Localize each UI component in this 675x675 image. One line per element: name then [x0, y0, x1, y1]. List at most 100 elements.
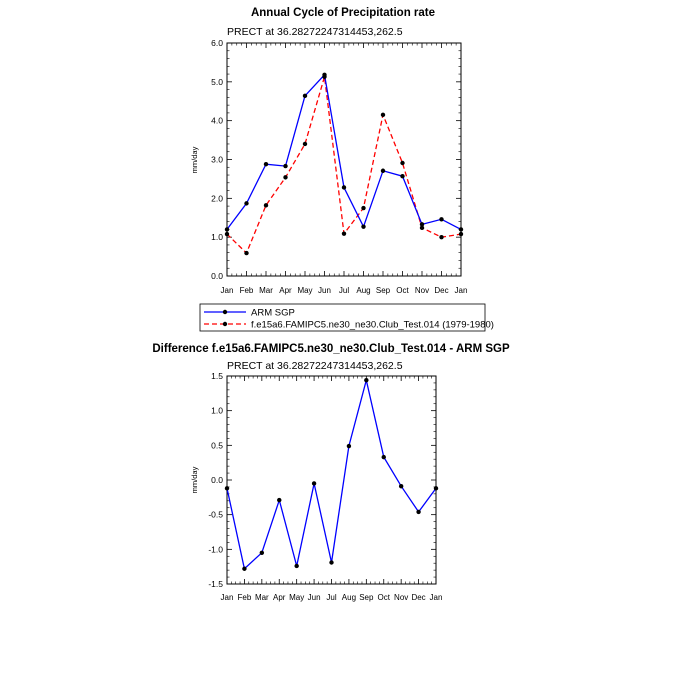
x-tick-label: May	[297, 286, 312, 295]
data-point-0	[322, 72, 327, 78]
x-tick-label: Aug	[356, 286, 370, 295]
x-tick-label: Apr	[279, 286, 292, 295]
y-tick-label: 1.0	[211, 406, 223, 416]
data-point-0	[263, 161, 269, 167]
legend-marker-arm-sgp	[222, 309, 228, 315]
x-tick-label: Dec	[411, 593, 425, 602]
data-point-0	[400, 173, 405, 179]
data-point-0	[398, 484, 404, 489]
x-tick-label: Aug	[342, 593, 356, 602]
legend-entry-arm-sgp: ARM SGP	[204, 308, 295, 319]
data-point-1	[263, 203, 269, 208]
data-point-1	[302, 141, 308, 147]
difference-chart: Difference f.e15a6.FAMIPC5.ne30_ne30.Clu…	[152, 343, 510, 602]
y-tick-label: 0.0	[211, 475, 223, 485]
data-point-1	[244, 250, 249, 256]
y-tick-label: 5.0	[211, 77, 223, 87]
data-point-1	[419, 225, 425, 231]
x-tick-label: Jun	[318, 286, 331, 295]
data-point-1	[361, 205, 366, 211]
data-point-0	[361, 224, 366, 229]
data-point-0	[329, 560, 334, 565]
x-tick-label: Oct	[396, 286, 409, 295]
data-point-1	[400, 160, 405, 166]
data-point-1	[439, 234, 444, 240]
y-tick-label: 1.5	[211, 371, 223, 381]
legend-entry-model: f.e15a6.FAMIPC5.ne30_ne30.Club_Test.014 …	[204, 320, 494, 331]
data-point-0	[419, 222, 425, 227]
chart1-title: Annual Cycle of Precipitation rate	[251, 7, 435, 19]
series-line-1	[226, 76, 462, 255]
y-tick-label: -0.5	[208, 510, 223, 520]
y-tick-label: -1.0	[208, 544, 223, 554]
data-point-0	[341, 185, 347, 190]
precip-annual-cycle-chart: Annual Cycle of Precipitation rate PRECT…	[190, 7, 467, 295]
x-tick-label: Jun	[308, 593, 321, 602]
data-point-1	[380, 112, 386, 118]
data-point-0	[259, 550, 265, 555]
chart1-ylabel: mm/day	[190, 146, 199, 173]
y-tick-label: 6.0	[211, 38, 223, 48]
legend-label-model: f.e15a6.FAMIPC5.ne30_ne30.Club_Test.014 …	[251, 320, 494, 331]
x-tick-label: Sep	[376, 286, 391, 295]
y-tick-label: 1.0	[211, 232, 223, 242]
data-point-0	[277, 497, 282, 503]
data-point-0	[433, 486, 439, 491]
data-point-0	[224, 486, 230, 491]
y-tick-label: 0.0	[211, 271, 223, 281]
chart2-ylabel: mm/day	[190, 466, 199, 493]
data-point-0	[364, 377, 369, 383]
y-tick-label: -1.5	[208, 579, 223, 589]
legend-marker-model	[222, 321, 228, 327]
data-point-0	[311, 481, 317, 486]
x-tick-label: Jan	[430, 593, 443, 602]
data-point-0	[302, 93, 308, 99]
x-tick-label: Feb	[240, 286, 254, 295]
y-tick-label: 3.0	[211, 155, 223, 165]
data-point-1	[341, 231, 347, 236]
legend-box	[199, 303, 486, 332]
data-point-0	[380, 168, 386, 173]
series-line-0	[226, 73, 462, 230]
data-point-1	[224, 231, 230, 237]
legend-label-arm-sgp: ARM SGP	[251, 308, 295, 319]
x-tick-label: Jan	[221, 286, 234, 295]
data-point-0	[458, 227, 464, 232]
x-tick-label: Jul	[339, 286, 349, 295]
chart1-plot-frame	[226, 42, 462, 277]
chart2-plot-frame	[226, 375, 437, 585]
x-tick-label: Nov	[394, 593, 408, 602]
y-tick-label: 4.0	[211, 116, 223, 126]
x-tick-label: Jul	[326, 593, 336, 602]
data-point-0	[381, 454, 386, 460]
x-tick-label: Oct	[378, 593, 391, 602]
x-tick-label: Dec	[434, 286, 448, 295]
chart2-title: Difference f.e15a6.FAMIPC5.ne30_ne30.Clu…	[152, 343, 510, 355]
data-point-0	[294, 563, 299, 569]
x-tick-label: Nov	[415, 286, 429, 295]
chart2-subtitle: PRECT at 36.28272247314453,262.5	[227, 360, 403, 372]
x-tick-label: Apr	[273, 593, 286, 602]
x-tick-label: May	[289, 593, 304, 602]
data-point-0	[224, 227, 230, 232]
data-point-1	[283, 175, 288, 180]
series-line-0	[226, 380, 437, 570]
data-point-0	[283, 163, 288, 169]
y-tick-label: 0.5	[211, 440, 223, 450]
data-point-0	[416, 509, 421, 515]
chart1-subtitle: PRECT at 36.28272247314453,262.5	[227, 26, 403, 38]
data-point-0	[242, 566, 247, 571]
x-tick-label: Mar	[255, 593, 269, 602]
chart1-legend: ARM SGP f.e15a6.FAMIPC5.ne30_ne30.Club_T…	[199, 303, 494, 332]
data-point-0	[244, 201, 249, 206]
data-point-0	[346, 443, 352, 449]
x-tick-label: Jan	[221, 593, 234, 602]
data-point-1	[458, 231, 464, 237]
y-tick-label: 2.0	[211, 193, 223, 203]
x-tick-label: Mar	[259, 286, 273, 295]
data-point-0	[439, 217, 444, 222]
x-tick-label: Sep	[359, 593, 374, 602]
x-tick-label: Feb	[238, 593, 252, 602]
x-tick-label: Jan	[455, 286, 468, 295]
